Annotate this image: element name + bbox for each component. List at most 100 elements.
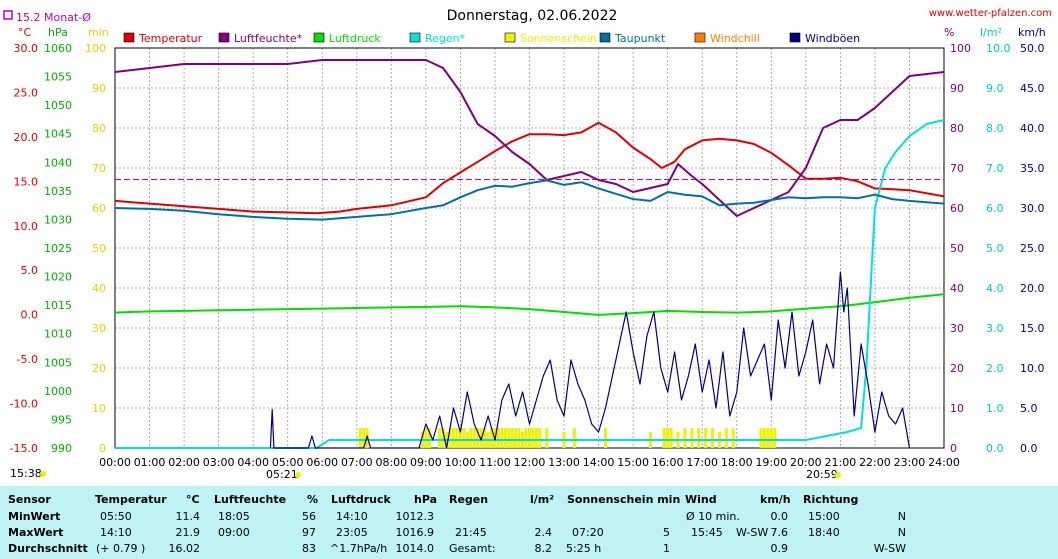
direction-value-2: N xyxy=(897,526,906,539)
rain-tick-label: 8.0 xyxy=(986,122,1004,135)
humidity-min-value: 56 xyxy=(302,510,316,523)
sunshine-tick-label: 100 xyxy=(85,42,106,55)
legend-swatch xyxy=(504,32,516,43)
chart-title: Donnerstag, 02.06.2022 xyxy=(447,8,618,24)
time-tick-label: 13:00 xyxy=(548,456,580,469)
sunshine-bar xyxy=(503,428,507,448)
time-tick-label: 00:00 xyxy=(99,456,131,469)
plot-area xyxy=(114,47,945,449)
pressure-min-time: 14:10 xyxy=(336,510,368,523)
pressure-tick-label: 1055 xyxy=(44,71,72,84)
stats-header-pressure: Luftdruck xyxy=(331,493,391,506)
wind-tick-label: 10.0 xyxy=(1020,362,1045,375)
sunshine-bar xyxy=(704,428,708,448)
pressure-tick-label: 1005 xyxy=(44,356,72,369)
sunshine-bar xyxy=(490,428,494,448)
legend-label: Taupunkt xyxy=(614,32,666,45)
sunshine-bar xyxy=(572,428,576,448)
left-time-sun-icon xyxy=(40,471,46,477)
temp-max-value: 21.9 xyxy=(175,526,201,539)
sunshine-tick-label: 60 xyxy=(92,202,106,215)
direction-value-1: N xyxy=(897,510,906,523)
sunshine-bar xyxy=(517,428,521,448)
stats-header-rain-unit: l/m² xyxy=(530,493,555,506)
wind-max-value: 7.6 xyxy=(770,526,789,539)
legend-swatch xyxy=(218,32,230,43)
sunshine-tick-label: 80 xyxy=(92,122,106,135)
sunshine-bar xyxy=(731,428,735,448)
time-tick-label: 22:00 xyxy=(859,456,891,469)
sunshine-bar xyxy=(773,428,777,448)
humidity-tick-label: 20 xyxy=(950,362,964,375)
wind-max-time: 15:45 xyxy=(691,526,723,539)
humidity-tick-label: 30 xyxy=(950,322,964,335)
sunshine-bar xyxy=(528,428,531,448)
pressure-min-value: 1012.3 xyxy=(395,510,435,523)
sunshine-bar xyxy=(545,428,549,448)
sunshine-bar xyxy=(666,428,670,448)
legend-swatch xyxy=(694,32,706,43)
rain-max-value: 2.4 xyxy=(534,526,553,539)
legend-label: Windchill xyxy=(710,32,760,45)
left-time: 15:38 xyxy=(10,467,42,480)
wind-tick-label: 5.0 xyxy=(1020,402,1038,415)
rain-tick-label: 6.0 xyxy=(986,202,1004,215)
rain-tick-label: 4.0 xyxy=(986,282,1004,295)
pressure-tick-label: 1000 xyxy=(44,385,72,398)
unit-min: min xyxy=(88,26,109,39)
series-line xyxy=(114,179,945,221)
pressure-trend: ^1.7hPa/h xyxy=(330,542,388,555)
temperature-tick-label: 20.0 xyxy=(14,131,39,144)
time-tick-label: 07:00 xyxy=(341,456,373,469)
humidity-max-value: 97 xyxy=(302,526,316,539)
rain-max-time: 21:45 xyxy=(455,526,487,539)
temperature-tick-label: -10.0 xyxy=(10,398,38,411)
sunshine-bar xyxy=(762,428,766,448)
pressure-tick-label: 1040 xyxy=(44,156,72,169)
sunset-sun-icon xyxy=(835,472,841,478)
sunshine-max-value: 5 xyxy=(663,526,670,539)
rain-tick-label: 5.0 xyxy=(986,242,1004,255)
humidity-tick-label: 80 xyxy=(950,122,964,135)
pressure-max-value: 1016.9 xyxy=(395,526,435,539)
stats-header-pressure-unit: hPa xyxy=(414,493,438,506)
temp-trend: (+ 0.79 ) xyxy=(96,542,146,555)
sunshine-tick-label: 40 xyxy=(92,282,106,295)
temp-min-time: 05:50 xyxy=(100,510,132,523)
sunshine-bar xyxy=(448,428,452,448)
time-tick-label: 06:00 xyxy=(306,456,338,469)
legend-label: Luftfeuchte* xyxy=(234,32,303,45)
sunshine-bar xyxy=(362,428,366,448)
series-line xyxy=(114,59,945,217)
unit-kmh: km/h xyxy=(1018,26,1046,39)
sunshine-bar xyxy=(469,428,473,448)
time-tick-label: 03:00 xyxy=(203,456,235,469)
legend-label: Luftdruck xyxy=(329,32,381,45)
sunshine-tick-label: 30 xyxy=(92,322,106,335)
wind-tick-label: 0.0 xyxy=(1020,442,1038,455)
humidity-tick-label: 70 xyxy=(950,162,964,175)
rain-total-label: Gesamt: xyxy=(449,542,496,555)
sunshine-bar xyxy=(759,428,763,448)
sunshine-tick-label: 90 xyxy=(92,82,106,95)
sunshine-bar xyxy=(507,428,511,448)
site-link[interactable]: www.wetter-pfalzen.com xyxy=(929,8,1052,19)
sunshine-tick-label: 0 xyxy=(99,442,106,455)
sunshine-avg-value: 1 xyxy=(663,542,670,555)
legend-swatch xyxy=(123,32,135,43)
temperature-tick-label: 10.0 xyxy=(14,220,39,233)
temperature-tick-label: 0.0 xyxy=(21,309,39,322)
weather-chart: Donnerstag, 02.06.2022 www.wetter-pfalze… xyxy=(3,8,1052,481)
wind-tick-label: 15.0 xyxy=(1020,322,1045,335)
temp-min-value: 11.4 xyxy=(175,510,201,523)
pressure-tick-label: 1060 xyxy=(44,42,72,55)
wind-tick-label: 20.0 xyxy=(1020,282,1045,295)
time-tick-label: 09:00 xyxy=(410,456,442,469)
sunshine-bar xyxy=(690,428,694,448)
month-avg-label: 15.2 Monat-Ø xyxy=(16,11,91,24)
sunshine-bar xyxy=(462,428,466,448)
sunshine-bar xyxy=(458,428,462,448)
temperature-tick-label: 15.0 xyxy=(14,175,39,188)
sunshine-bar xyxy=(358,428,362,448)
rain-tick-label: 2.0 xyxy=(986,362,1004,375)
